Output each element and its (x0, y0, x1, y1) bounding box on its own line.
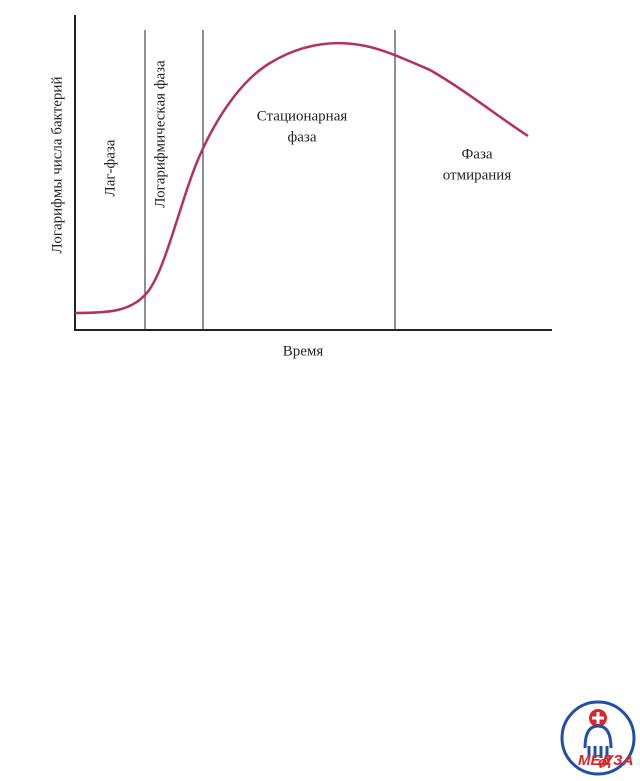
logo-cross (592, 712, 604, 724)
logo-text: УЗА (603, 752, 633, 769)
phase-label: Стационарная (257, 108, 348, 124)
logo-text: о (598, 754, 607, 771)
logo-ring (560, 700, 636, 776)
diagram: Логарифмы числа бактерий Время Лаг-фаза … (49, 15, 552, 359)
y-axis-label: Логарифмы числа бактерий (49, 77, 65, 254)
x-axis-label: Время (283, 343, 324, 359)
phase-label: Логарифмическая фаза (152, 60, 168, 208)
phase-label: фаза (288, 129, 317, 145)
phase-label: Лаг-фаза (102, 139, 118, 196)
logo: МЕД о УЗА (560, 700, 636, 776)
logo-jellyfish (583, 724, 613, 758)
growth-curve (74, 41, 529, 315)
phase-label: Фаза (461, 146, 492, 162)
logo-text: МЕД (578, 752, 612, 769)
phase-label: отмирания (443, 167, 512, 183)
